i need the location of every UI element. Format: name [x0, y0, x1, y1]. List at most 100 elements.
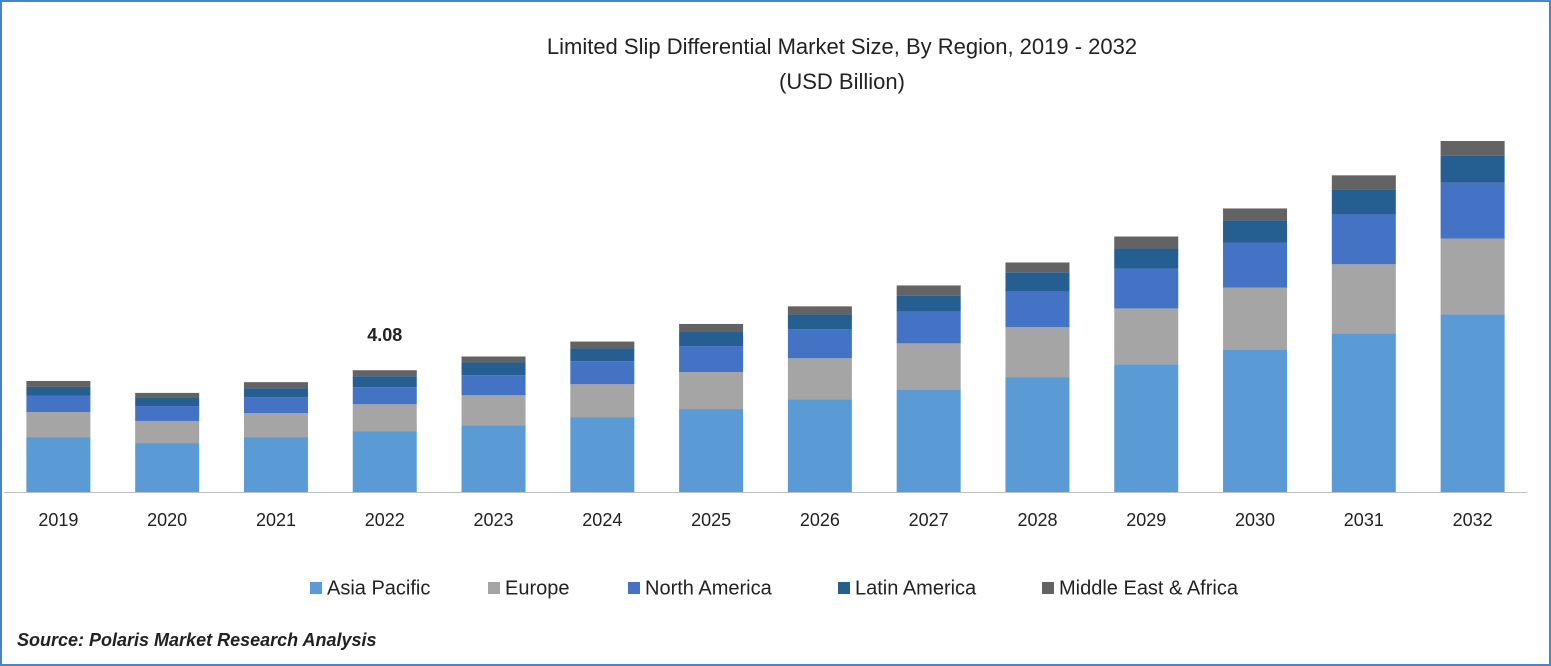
bar-segment: [679, 372, 744, 410]
bar-segment: [26, 380, 91, 387]
bar-segment: [570, 361, 635, 385]
x-tick-label: 2028: [1017, 510, 1057, 530]
bar-segment: [135, 406, 200, 421]
bar-segment: [1114, 364, 1179, 492]
bar-segment: [135, 443, 200, 492]
bar-segment: [1114, 268, 1179, 309]
bar-segment: [570, 384, 635, 418]
legend-swatch: [488, 582, 500, 594]
x-tick-label: 2032: [1453, 510, 1493, 530]
chart-title: Limited Slip Differential Market Size, B…: [547, 34, 1137, 59]
bar-segment: [1331, 175, 1396, 190]
bar-segment: [135, 392, 200, 398]
bar-segment: [1005, 327, 1070, 378]
legend-swatch: [1042, 582, 1054, 594]
legend-label: Asia Pacific: [327, 577, 430, 599]
bar-segment: [461, 362, 526, 376]
bar-segment: [787, 399, 852, 492]
bar-segment: [1440, 238, 1505, 315]
bar-segment: [1331, 264, 1396, 334]
bar-segment: [26, 412, 91, 438]
legend-label: North America: [645, 577, 773, 599]
bar-segment: [26, 386, 91, 396]
bar-segment: [679, 346, 744, 373]
x-tick-label: 2019: [38, 510, 78, 530]
bar-segment: [1114, 248, 1179, 269]
bar-segment: [679, 332, 744, 347]
bar-segment: [243, 397, 308, 414]
bar-segment: [1005, 291, 1070, 328]
x-tick-label: 2023: [474, 510, 514, 530]
bar-segment: [243, 388, 308, 398]
legend-label: Latin America: [855, 577, 977, 599]
x-tick-label: 2031: [1344, 510, 1384, 530]
bar-segment: [1331, 214, 1396, 265]
legend-label: Europe: [505, 577, 570, 599]
chart-subtitle: (USD Billion): [779, 69, 905, 94]
x-tick-label: 2029: [1126, 510, 1166, 530]
bar-segment: [1331, 189, 1396, 215]
bar-segment: [1223, 349, 1288, 492]
bar-segment: [1223, 208, 1288, 221]
bar-segment: [787, 329, 852, 359]
bar-segment: [787, 358, 852, 400]
x-tick-label: 2026: [800, 510, 840, 530]
bar-segment: [570, 417, 635, 492]
bar-segment: [1440, 155, 1505, 183]
bar-segment: [787, 306, 852, 315]
bar-segment: [1440, 141, 1505, 156]
bar-segment: [1114, 236, 1179, 249]
bar-segment: [896, 311, 961, 344]
bar-segment: [461, 375, 526, 396]
bar-segment: [1005, 272, 1070, 292]
bar-segment: [1005, 377, 1070, 492]
legend-swatch: [628, 582, 640, 594]
x-tick-label: 2025: [691, 510, 731, 530]
x-tick-label: 2027: [909, 510, 949, 530]
bar-segment: [896, 285, 961, 296]
bar-segment: [461, 395, 526, 426]
bar-segment: [1223, 287, 1288, 350]
x-tick-label: 2022: [365, 510, 405, 530]
legend-swatch: [310, 582, 322, 594]
bar-segment: [787, 314, 852, 330]
bar-segment: [1223, 220, 1288, 243]
bar-segment: [243, 437, 308, 492]
bar-segment: [570, 348, 635, 362]
source: Source: Polaris Market Research Analysis: [17, 630, 377, 650]
bar-segment: [1223, 242, 1288, 288]
x-tick-label: 2020: [147, 510, 187, 530]
total-label: 4.08: [367, 325, 402, 345]
bar-segment: [352, 431, 417, 492]
x-tick-label: 2024: [582, 510, 622, 530]
bar-segment: [570, 341, 635, 349]
bar-segment: [679, 409, 744, 492]
bar-segment: [1440, 182, 1505, 239]
legend-swatch: [838, 582, 850, 594]
bar-segment: [26, 395, 91, 413]
bar-segment: [352, 376, 417, 388]
bar-segment: [896, 389, 961, 492]
bar-segment: [461, 356, 526, 363]
bar-segment: [135, 397, 200, 407]
bar-segment: [896, 343, 961, 390]
bar-segment: [135, 420, 200, 444]
bar-segment: [1114, 308, 1179, 365]
legend-label: Middle East & Africa: [1059, 577, 1239, 599]
bar-segment: [26, 437, 91, 492]
bar-segment: [1005, 262, 1070, 273]
x-tick-label: 2030: [1235, 510, 1275, 530]
bar-segment: [896, 295, 961, 312]
x-tick-label: 2021: [256, 510, 296, 530]
bar-segment: [461, 425, 526, 492]
bar-segment: [1440, 314, 1505, 492]
bar-segment: [243, 413, 308, 438]
bar-segment: [352, 387, 417, 405]
bar-segment: [352, 404, 417, 432]
bar-segment: [352, 370, 417, 377]
bar-segment: [243, 382, 308, 389]
bar-segment: [679, 323, 744, 333]
bar-segment: [1331, 333, 1396, 492]
